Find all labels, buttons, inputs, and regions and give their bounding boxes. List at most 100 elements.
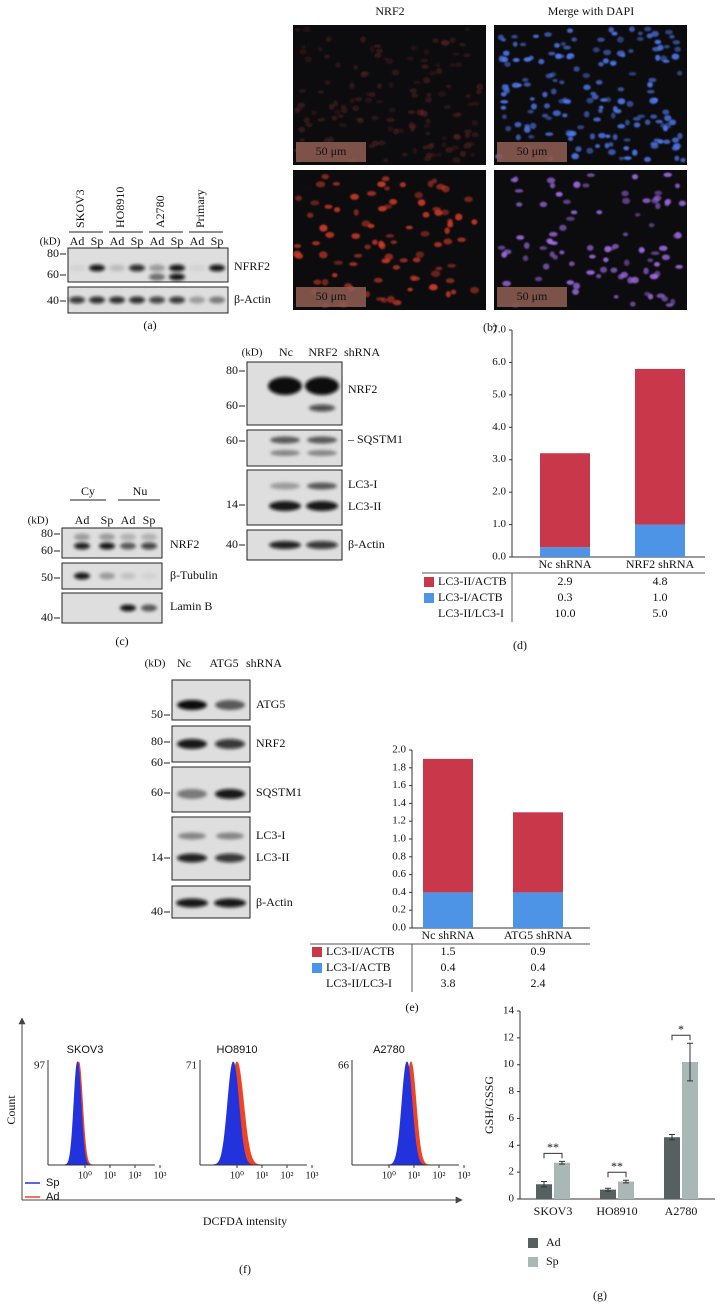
- band: [74, 572, 90, 580]
- cell: [417, 199, 426, 206]
- cell: [628, 72, 637, 76]
- label: LC3-I: [348, 477, 377, 491]
- cell: [586, 245, 594, 251]
- cell: [410, 125, 415, 132]
- cell: [405, 225, 413, 230]
- cell: [595, 80, 603, 85]
- label: (e): [405, 1000, 418, 1014]
- cell: [529, 122, 537, 130]
- band: [215, 700, 245, 710]
- legend-label: LC3-I/ACTB: [326, 960, 391, 974]
- axis-title: GSH/GSSG: [482, 1076, 496, 1134]
- marker-label: 60: [47, 267, 59, 281]
- significance-bracket: [671, 1034, 691, 1041]
- cell: [530, 103, 537, 110]
- band: [120, 542, 136, 550]
- cell: [317, 47, 323, 52]
- label: Nu: [133, 484, 148, 498]
- band: [120, 533, 136, 541]
- label: SKOV3: [67, 1044, 104, 1056]
- label: shRNA: [246, 656, 282, 670]
- band: [141, 533, 157, 541]
- cell: [335, 62, 341, 68]
- cell: [558, 98, 566, 104]
- band: [214, 898, 246, 908]
- cell: [452, 157, 461, 163]
- table-value: 3.8: [441, 976, 456, 990]
- label: Lamin B: [170, 599, 212, 613]
- cell: [353, 209, 359, 216]
- cell: [459, 150, 467, 157]
- significance: **: [611, 1159, 623, 1173]
- cell: [454, 133, 460, 139]
- cell: [471, 120, 479, 126]
- band: [270, 450, 300, 456]
- cell: [550, 88, 557, 95]
- x-tick-label: 10¹: [256, 1170, 269, 1181]
- cell: [412, 257, 421, 263]
- cell: [420, 231, 430, 237]
- label: Sp: [171, 234, 184, 248]
- cell: [628, 49, 634, 53]
- cell: [333, 260, 343, 265]
- cell: [334, 109, 341, 115]
- label: Ad: [121, 513, 136, 527]
- y-tick-label: 2: [509, 1166, 515, 1178]
- x-tick-label: 10³: [154, 1170, 167, 1181]
- cell: [533, 34, 540, 39]
- cell: [476, 83, 484, 90]
- cell: [501, 56, 509, 63]
- cell: [423, 77, 430, 84]
- cell: [324, 204, 333, 209]
- cell: [441, 209, 449, 216]
- band: [141, 604, 157, 612]
- cell: [351, 233, 361, 239]
- label: Sp: [300, 183, 313, 194]
- cell: [376, 100, 384, 104]
- y-tick-label: 0.6: [392, 868, 406, 880]
- cell: [332, 181, 340, 186]
- band: [178, 832, 206, 840]
- cell: [650, 114, 658, 119]
- cell: [383, 157, 389, 163]
- label: (kD): [40, 236, 61, 248]
- error-bar: [669, 1134, 675, 1141]
- cell: [470, 286, 479, 294]
- cell: [592, 47, 600, 53]
- cell: [366, 190, 377, 196]
- cell: [424, 49, 429, 55]
- label: ATG5: [256, 697, 285, 711]
- y-tick-label: 1.8: [392, 761, 406, 773]
- cell: [464, 196, 473, 203]
- cell: [409, 88, 418, 94]
- cell: [665, 29, 673, 35]
- cell: [598, 105, 604, 110]
- cell: [555, 191, 563, 197]
- error-bar: [559, 1160, 565, 1165]
- bar: [682, 1062, 698, 1199]
- cell: [522, 77, 529, 82]
- band: [120, 604, 136, 612]
- cell: [401, 152, 408, 157]
- label: 50 μm: [316, 144, 347, 158]
- band: [169, 264, 185, 272]
- cell: [399, 258, 408, 263]
- cell: [429, 70, 437, 76]
- cell: [312, 241, 320, 246]
- y-tick-label: 0.8: [392, 850, 406, 862]
- cell: [646, 33, 653, 39]
- cell: [596, 210, 603, 215]
- cell: [426, 92, 432, 97]
- cell: [319, 224, 328, 232]
- band: [270, 436, 300, 444]
- cell: [435, 63, 441, 68]
- cell: [572, 288, 579, 295]
- histogram: [364, 1061, 446, 1166]
- cell: [421, 64, 429, 69]
- cell: [441, 141, 447, 148]
- cell: [353, 65, 359, 70]
- cell: [591, 94, 599, 100]
- scale-bar: [497, 142, 567, 162]
- label: Cy: [81, 484, 95, 498]
- cell: [377, 83, 382, 89]
